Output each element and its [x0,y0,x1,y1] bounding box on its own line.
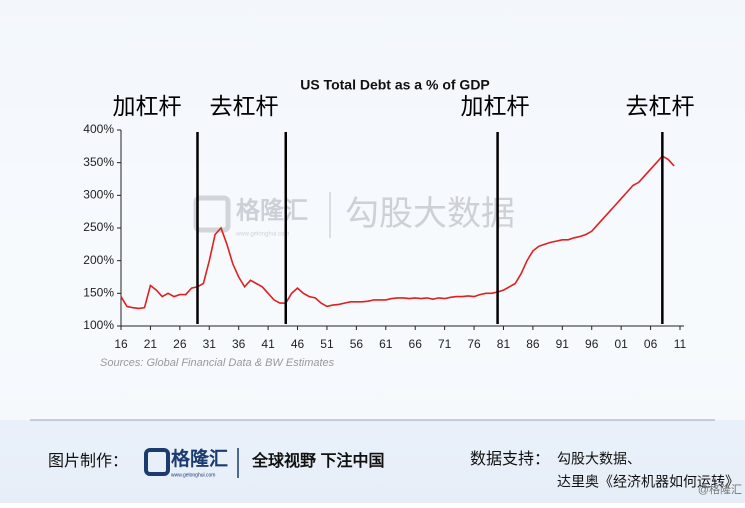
phase-label: 去杠杆 [626,93,695,119]
x-tick-label: 06 [644,337,658,351]
watermark-logo [193,195,231,233]
footer-brand: 格隆汇 [171,447,228,470]
source-note: Sources: Global Financial Data & BW Esti… [100,357,335,369]
x-tick-label: 46 [291,337,305,351]
watermark: 格隆汇 www.gelonghui.com 勾股大数据 [193,192,515,238]
footer-site: www.gelonghui.com [171,472,215,478]
x-tick-label: 96 [585,337,599,351]
x-tick-label: 66 [409,337,423,351]
watermark-site: www.gelonghui.com [235,232,289,238]
y-tick-label: 100% [83,318,114,332]
y-tick-label: 350% [83,155,114,169]
footer-logo [144,448,170,476]
x-tick-label: 56 [350,337,364,351]
y-tick-label: 150% [83,286,114,300]
footer-support-line: 勾股大数据、 [557,451,641,467]
x-tick-label: 61 [379,337,393,351]
y-tick-label: 250% [83,220,114,234]
y-tick-label: 400% [83,122,114,136]
phase-label: 去杠杆 [210,93,279,119]
watermark-brand: 格隆汇 [236,196,308,224]
x-tick-label: 31 [203,337,217,351]
debt-line [120,155,675,310]
x-tick-label: 76 [467,337,481,351]
x-tick-label: 16 [114,337,128,351]
chart-panel [0,0,745,420]
x-tick-label: 71 [438,337,452,351]
footer-made-by: 图片制作： [48,452,128,470]
watermark-partner: 勾股大数据 [345,195,515,233]
footer-corner: @格隆汇 [698,482,742,496]
x-tick-label: 01 [614,337,628,351]
x-tick-label: 81 [497,337,511,351]
x-tick-label: 51 [320,337,334,351]
footer-slogan: 全球视野 下注中国 [251,451,384,470]
chart-title: US Total Debt as a % of GDP [300,77,490,93]
y-tick-label: 200% [83,253,114,267]
x-tick-label: 86 [526,337,540,351]
phase-label: 加杠杆 [113,93,182,119]
phase-label: 加杠杆 [461,93,530,119]
y-tick-label: 300% [83,188,114,202]
x-tick-label: 36 [232,337,246,351]
x-tick-label: 11 [674,337,687,351]
x-tick-label: 26 [173,337,187,351]
x-tick-label: 41 [261,337,275,351]
x-tick-label: 91 [556,337,570,351]
footer-support-line: 达里奥《经济机器如何运转》 [557,474,739,490]
footer-support-label: 数据支持： [470,450,550,468]
x-tick-label: 21 [144,337,158,351]
